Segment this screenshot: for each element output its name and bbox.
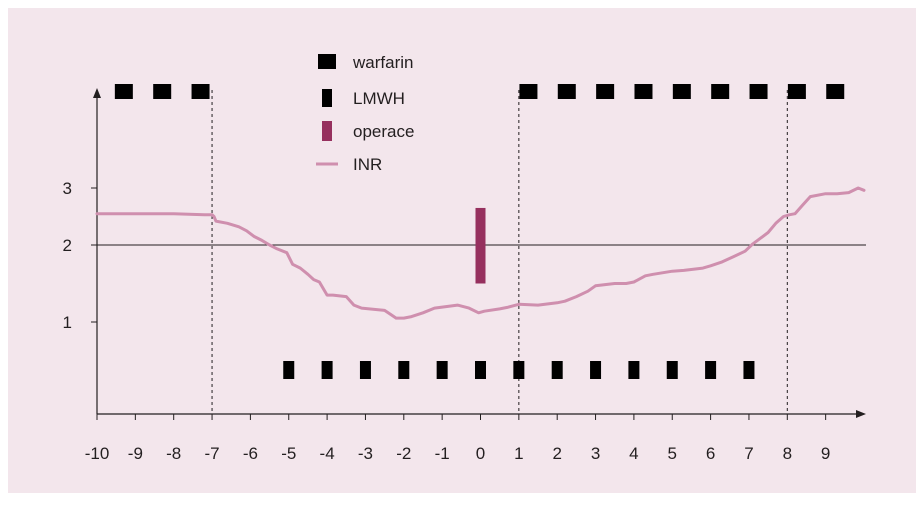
legend-swatch-operace (322, 121, 332, 141)
warfarin-marker (191, 84, 210, 99)
x-tick-label: 0 (476, 444, 485, 463)
x-tick-label: 5 (668, 444, 677, 463)
legend-swatch-lmwh (322, 89, 332, 107)
lmwh-marker (436, 361, 448, 379)
x-tick-label: 7 (744, 444, 753, 463)
lmwh-marker (513, 361, 525, 379)
warfarin-marker (557, 84, 576, 99)
lmwh-marker (666, 361, 678, 379)
series-layer (95, 186, 866, 320)
lmwh-marker (551, 361, 563, 379)
legend-label-warfarin: warfarin (352, 53, 413, 72)
marker-layer (114, 84, 845, 379)
x-tick-label: -1 (435, 444, 450, 463)
legend: warfarin LMWH operace INR (316, 53, 414, 174)
x-tick-label: -4 (320, 444, 335, 463)
x-tick-label: 8 (783, 444, 792, 463)
x-tick-label: -8 (166, 444, 181, 463)
warfarin-marker (596, 84, 615, 99)
x-tick-label: -3 (358, 444, 373, 463)
lmwh-marker (359, 361, 371, 379)
legend-swatch-warfarin (318, 54, 336, 69)
inr-series-line (95, 186, 866, 320)
x-tick-label: 6 (706, 444, 715, 463)
y-tick-label: 1 (63, 313, 72, 332)
warfarin-marker (519, 84, 538, 99)
x-tick-label: -2 (396, 444, 411, 463)
y-tick-label: 3 (63, 179, 72, 198)
x-tick-label: 4 (629, 444, 638, 463)
x-tick-label: 9 (821, 444, 830, 463)
lmwh-marker (590, 361, 602, 379)
x-tick-label: -7 (204, 444, 219, 463)
legend-label-operace: operace (353, 122, 414, 141)
x-tick-label: 3 (591, 444, 600, 463)
lmwh-marker (705, 361, 717, 379)
x-tick-label: 2 (552, 444, 561, 463)
warfarin-marker (749, 84, 768, 99)
x-tick-label: 1 (514, 444, 523, 463)
warfarin-marker (787, 84, 806, 99)
warfarin-marker (634, 84, 653, 99)
lmwh-marker (475, 361, 486, 379)
x-tick-label: -10 (85, 444, 110, 463)
y-axis-arrow-icon (93, 88, 101, 98)
warfarin-marker (114, 84, 133, 99)
y-tick-label: 2 (63, 236, 72, 255)
warfarin-marker (826, 84, 845, 99)
warfarin-marker (711, 84, 730, 99)
lmwh-marker (398, 361, 410, 379)
x-axis-arrow-icon (856, 410, 866, 418)
x-tick-label: -9 (128, 444, 143, 463)
lmwh-marker (283, 361, 295, 379)
warfarin-marker (153, 84, 172, 99)
warfarin-marker (672, 84, 691, 99)
legend-label-lmwh: LMWH (353, 89, 405, 108)
legend-label-inr: INR (353, 155, 382, 174)
operace-bar (475, 207, 486, 284)
lmwh-marker (743, 361, 755, 379)
x-tick-label: -5 (281, 444, 296, 463)
lmwh-marker (321, 361, 333, 379)
x-tick-label: -6 (243, 444, 258, 463)
chart-panel-background (8, 8, 916, 493)
lmwh-marker (628, 361, 640, 379)
